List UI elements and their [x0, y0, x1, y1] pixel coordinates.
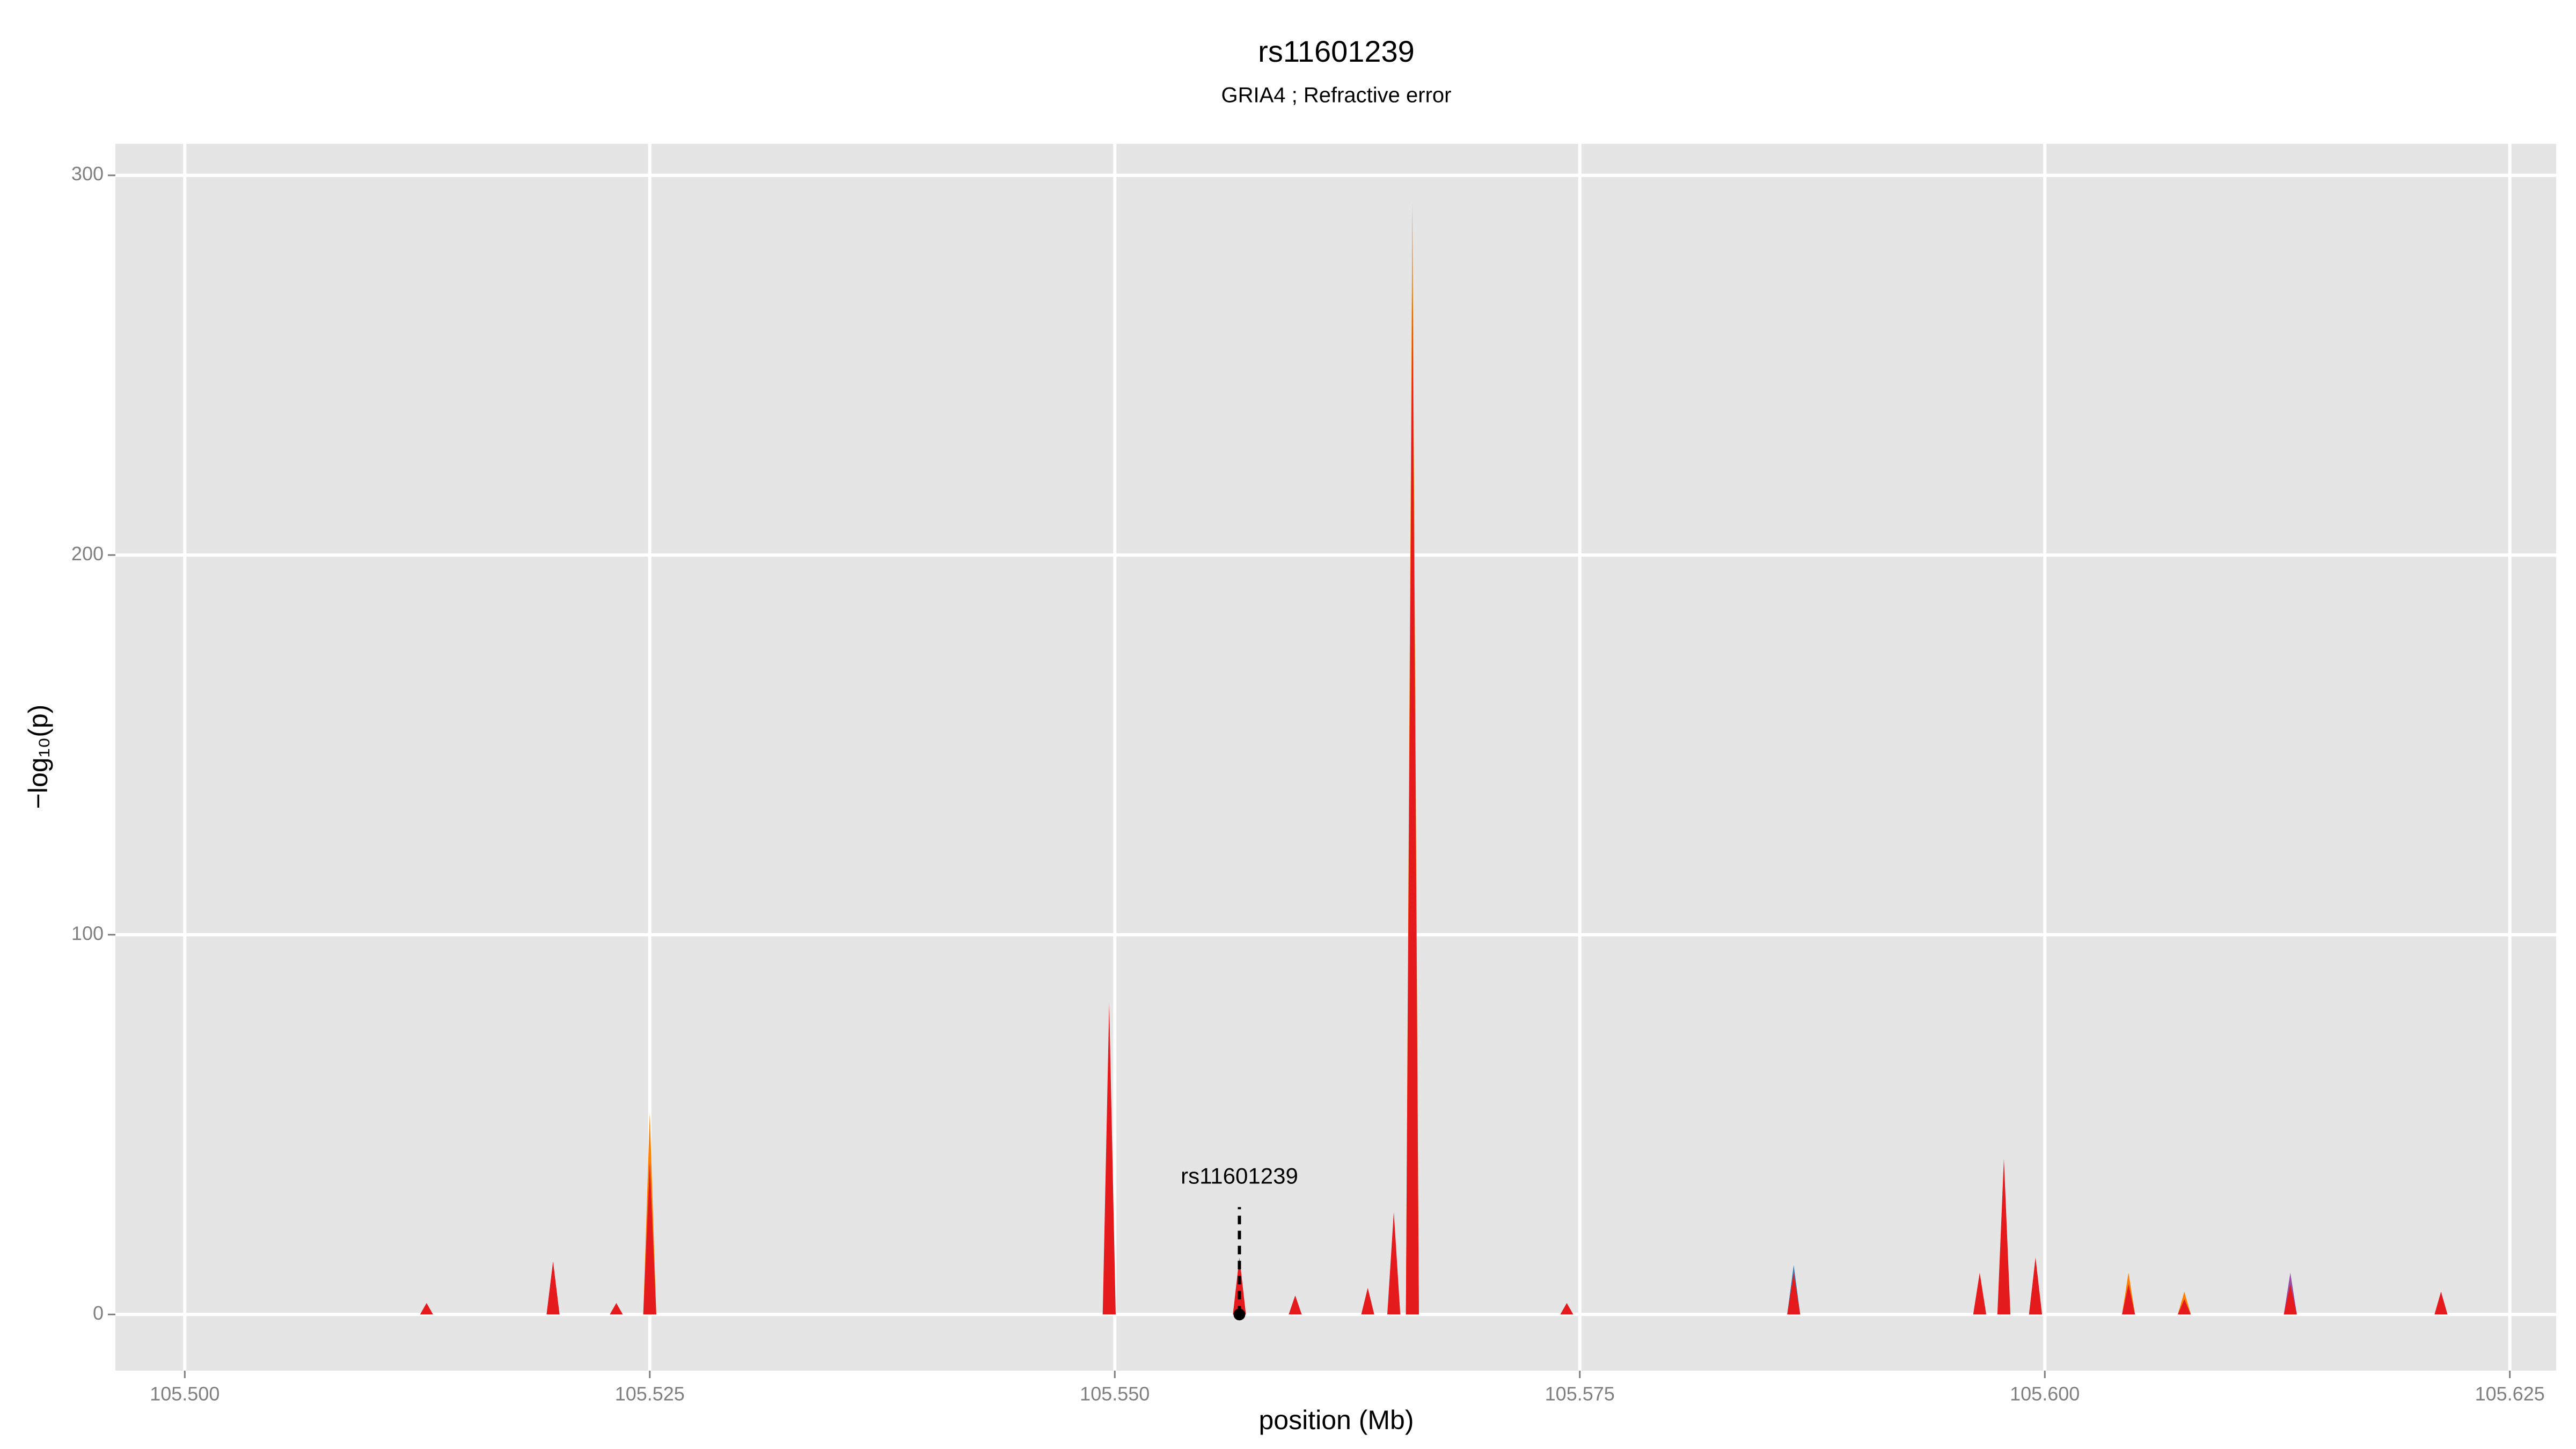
x-tick-label: 105.600 [2010, 1383, 2080, 1405]
annotation-point [1233, 1308, 1246, 1321]
marks: rs11601239 [231, 202, 2454, 1321]
x-tick-label: 105.575 [1545, 1383, 1615, 1405]
grid [115, 144, 2556, 1371]
labels: 0 100 200 300 105.500 105.525 105.550 105.575 10… [71, 163, 2545, 1404]
y-tick-label: 200 [71, 543, 104, 565]
plot-panel [115, 144, 2556, 1371]
x-axis-label: position (Mb) [1259, 1405, 1414, 1435]
annotation-label: rs11601239 [1181, 1163, 1298, 1188]
y-axis-label: −log₁₀(p) [23, 705, 53, 809]
chart-title: rs11601239 [1258, 34, 1415, 68]
x-tick-label: 105.525 [615, 1383, 685, 1405]
y-tick-label: 100 [71, 922, 104, 944]
y-tick-label: 300 [71, 163, 104, 185]
y-tick-label: 0 [93, 1302, 104, 1324]
x-tick-label: 105.625 [2475, 1383, 2545, 1405]
x-tick-label: 105.550 [1080, 1383, 1150, 1405]
x-tick-label: 105.500 [150, 1383, 219, 1405]
chart-subtitle: GRIA4 ; Refractive error [1221, 84, 1451, 107]
